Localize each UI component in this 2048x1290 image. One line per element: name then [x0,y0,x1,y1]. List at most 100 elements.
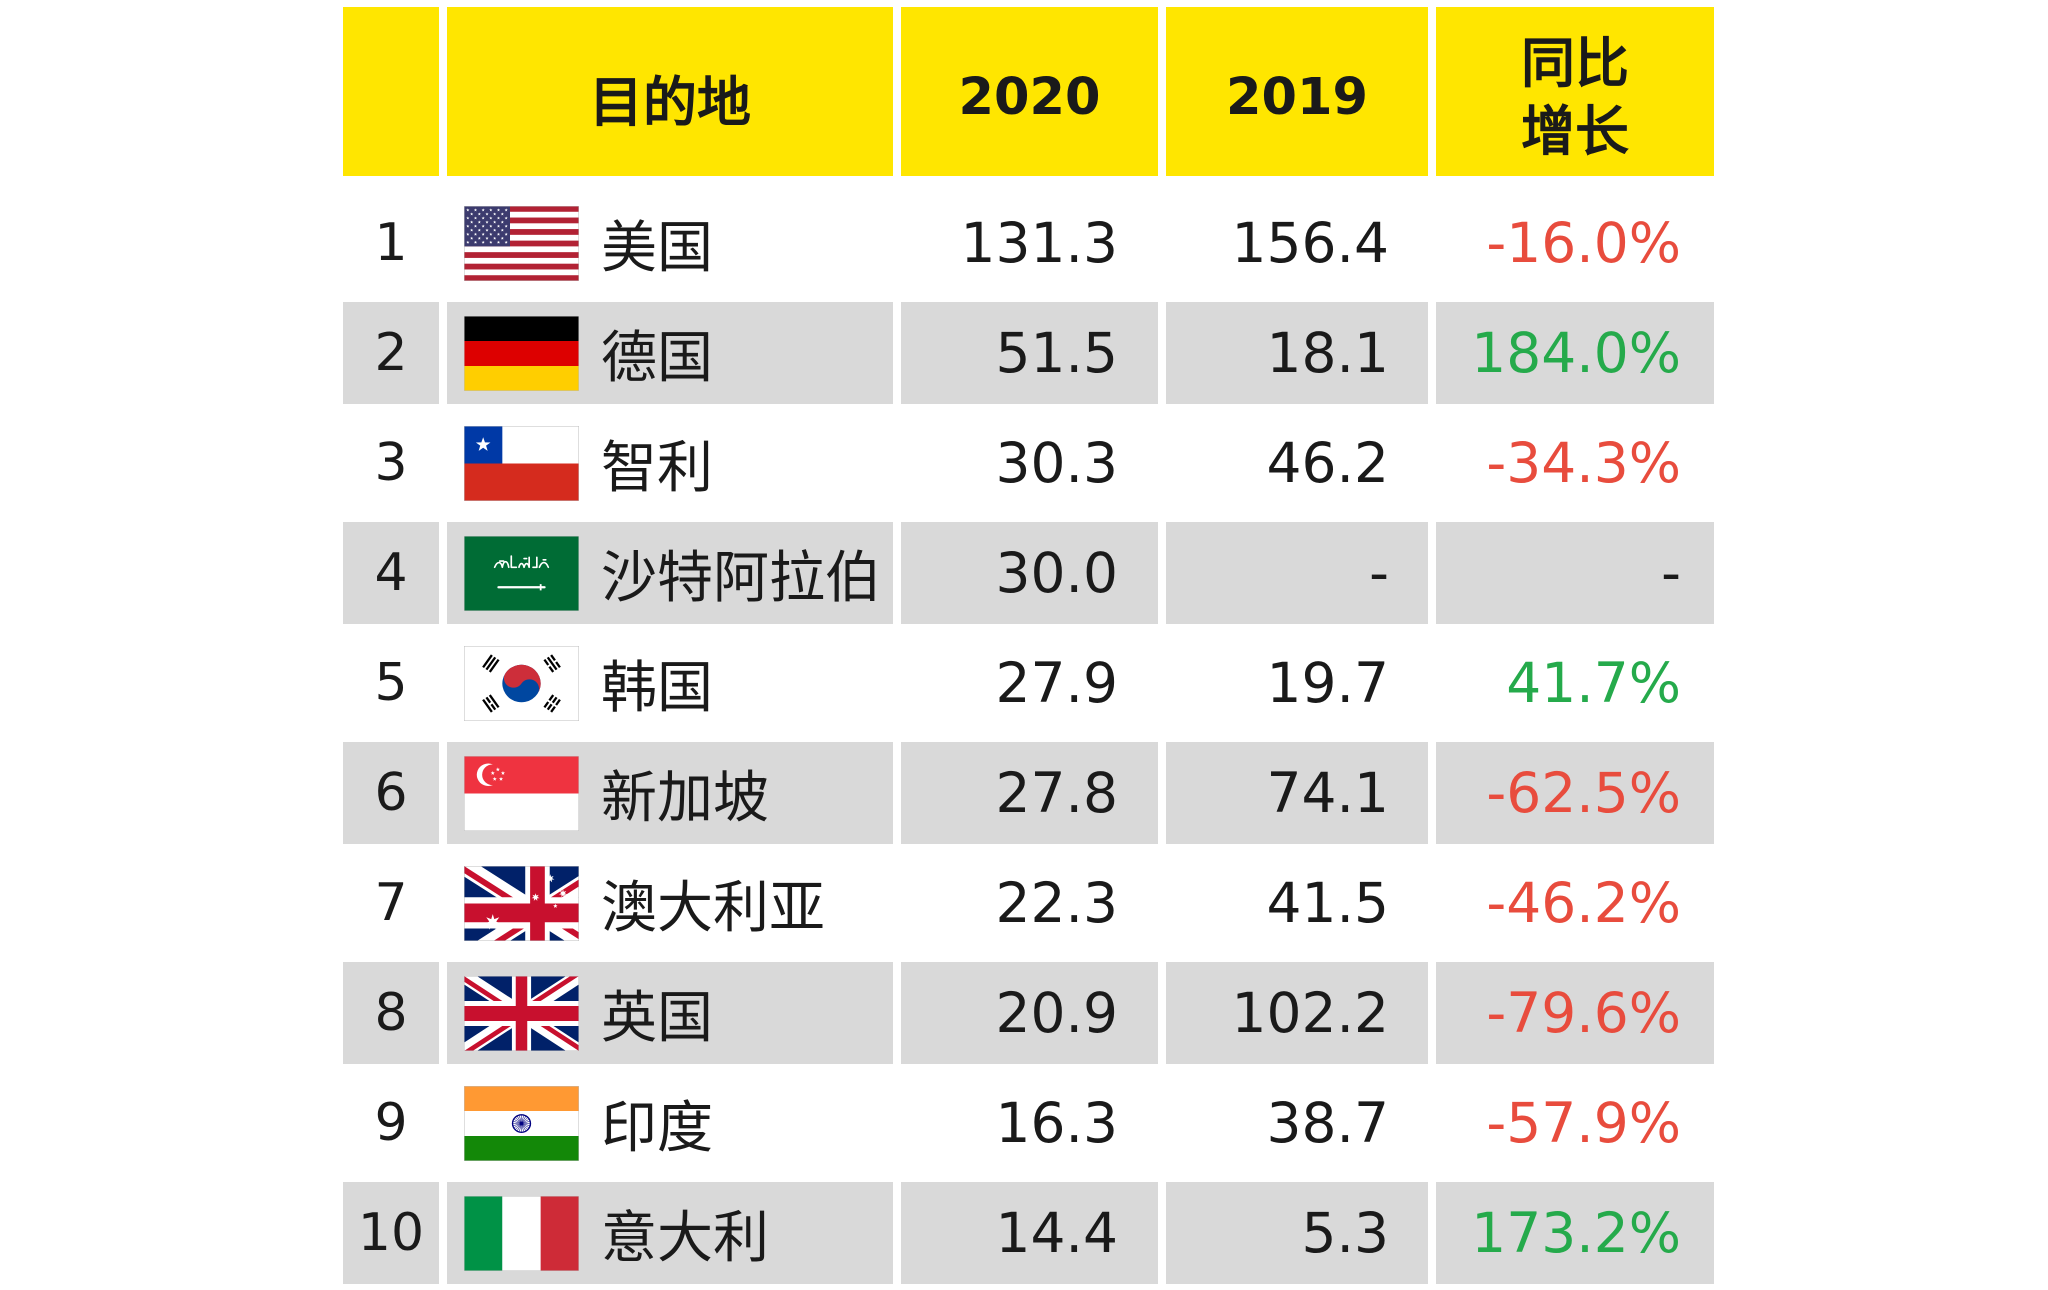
destination-cell: 韩国 [447,632,893,734]
header-rank-cell [343,7,439,176]
value-2020-cell: 16.3 [901,1072,1158,1174]
germany-flag-icon [464,315,579,391]
value-2019-cell: - [1166,522,1428,624]
header-growth-line-1: 同比 [1521,31,1629,95]
rank-cell: 6 [343,742,439,844]
growth-value: -57.9% [1486,1091,1681,1155]
growth-value: 173.2% [1471,1201,1681,1265]
value-2020-cell: 30.3 [901,412,1158,514]
saudi-arabia-flag-icon [464,535,579,611]
value-2019-cell: 38.7 [1166,1072,1428,1174]
destination-cell: 德国 [447,302,893,404]
value-2019-cell: 74.1 [1166,742,1428,844]
growth-cell: -34.3% [1436,412,1714,514]
value-2020: 131.3 [960,211,1118,275]
value-2020: 14.4 [995,1201,1118,1265]
table-row: 8 英国 20.9 102.2 -79.6% [343,962,1714,1064]
rank-cell: 7 [343,852,439,954]
value-2020-cell: 30.0 [901,522,1158,624]
value-2020: 22.3 [995,871,1118,935]
value-2019: 18.1 [1266,321,1389,385]
value-2020: 27.8 [995,761,1118,825]
singapore-flag-icon [464,755,579,831]
rank-number: 3 [374,433,408,493]
rank-number: 1 [374,213,408,273]
value-2020-cell: 14.4 [901,1182,1158,1284]
growth-value: -16.0% [1486,211,1681,275]
rank-cell: 4 [343,522,439,624]
rank-cell: 1 [343,192,439,294]
destination-name: 澳大利亚 [601,875,825,941]
header-2020-label: 2020 [958,68,1101,127]
destination-cell: 美国 [447,192,893,294]
value-2019-cell: 41.5 [1166,852,1428,954]
rank-number: 6 [374,763,408,823]
table-row: 2 德国 51.5 18.1 184.0% [343,302,1714,404]
chile-flag-icon [464,425,579,501]
value-2019-cell: 18.1 [1166,302,1428,404]
header-2019-label: 2019 [1226,68,1368,127]
rank-number: 10 [357,1203,425,1263]
value-2020: 51.5 [995,321,1118,385]
rank-cell: 3 [343,412,439,514]
value-2020: 30.3 [995,431,1118,495]
destination-ranking-table: 目的地 2020 2019 同比 增长 1 美国 131.3 156.4 -16… [343,7,1714,1284]
rank-number: 2 [374,323,408,383]
growth-cell: - [1436,522,1714,624]
rank-number: 9 [374,1093,408,1153]
destination-name: 英国 [601,985,713,1051]
table-body: 1 美国 131.3 156.4 -16.0% 2 德国 51.5 18.1 1… [343,192,1714,1284]
growth-cell: -57.9% [1436,1072,1714,1174]
rank-cell: 10 [343,1182,439,1284]
growth-value: -34.3% [1486,431,1681,495]
destination-name: 新加坡 [601,765,769,831]
growth-cell: -62.5% [1436,742,1714,844]
growth-value: 41.7% [1506,651,1681,715]
header-destination: 目的地 [447,7,893,176]
growth-value: -62.5% [1486,761,1681,825]
destination-name: 意大利 [601,1205,769,1271]
italy-flag-icon [464,1195,579,1271]
united-kingdom-flag-icon [464,975,579,1051]
table-row: 9 印度 16.3 38.7 -57.9% [343,1072,1714,1174]
rank-number: 8 [374,983,408,1043]
value-2019: 5.3 [1301,1201,1389,1265]
growth-value: -79.6% [1486,981,1681,1045]
value-2019-cell: 156.4 [1166,192,1428,294]
value-2019: 156.4 [1231,211,1389,275]
value-2020-cell: 22.3 [901,852,1158,954]
value-2019: 46.2 [1266,431,1389,495]
value-2020-cell: 27.9 [901,632,1158,734]
australia-flag-icon [464,865,579,941]
value-2019-cell: 102.2 [1166,962,1428,1064]
growth-cell: -79.6% [1436,962,1714,1064]
rank-cell: 8 [343,962,439,1064]
rank-cell: 2 [343,302,439,404]
rank-number: 5 [374,653,408,713]
table-header: 目的地 2020 2019 同比 增长 [343,7,1714,176]
destination-cell: 沙特阿拉伯 [447,522,893,624]
growth-value: 184.0% [1471,321,1681,385]
header-growth: 同比 增长 [1436,7,1714,176]
table-row: 1 美国 131.3 156.4 -16.0% [343,192,1714,294]
table-row: 10 意大利 14.4 5.3 173.2% [343,1182,1714,1284]
value-2020: 27.9 [995,651,1118,715]
header-2019: 2019 [1166,7,1428,176]
destination-cell: 新加坡 [447,742,893,844]
destination-name: 沙特阿拉伯 [601,545,881,611]
value-2020-cell: 131.3 [901,192,1158,294]
table-row: 3 智利 30.3 46.2 -34.3% [343,412,1714,514]
destination-cell: 印度 [447,1072,893,1174]
destination-name: 美国 [601,215,713,281]
value-2020: 30.0 [995,541,1118,605]
destination-name: 印度 [601,1095,713,1161]
table-row: 5 韩国 27.9 19.7 41.7% [343,632,1714,734]
destination-cell: 意大利 [447,1182,893,1284]
destination-name: 德国 [601,325,713,391]
united-states-flag-icon [464,205,579,281]
rank-number: 7 [374,873,408,933]
destination-cell: 智利 [447,412,893,514]
destination-name: 韩国 [601,655,713,721]
value-2019: 41.5 [1266,871,1389,935]
header-2020: 2020 [901,7,1158,176]
